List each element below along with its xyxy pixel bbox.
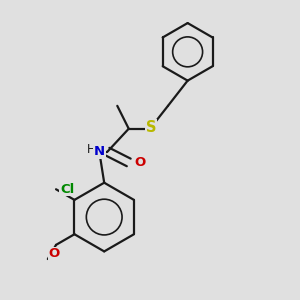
Text: O: O <box>135 156 146 169</box>
Text: N: N <box>94 145 105 158</box>
Text: Cl: Cl <box>60 183 74 196</box>
Text: S: S <box>146 120 157 135</box>
Text: H: H <box>87 143 95 157</box>
Text: O: O <box>49 248 60 260</box>
